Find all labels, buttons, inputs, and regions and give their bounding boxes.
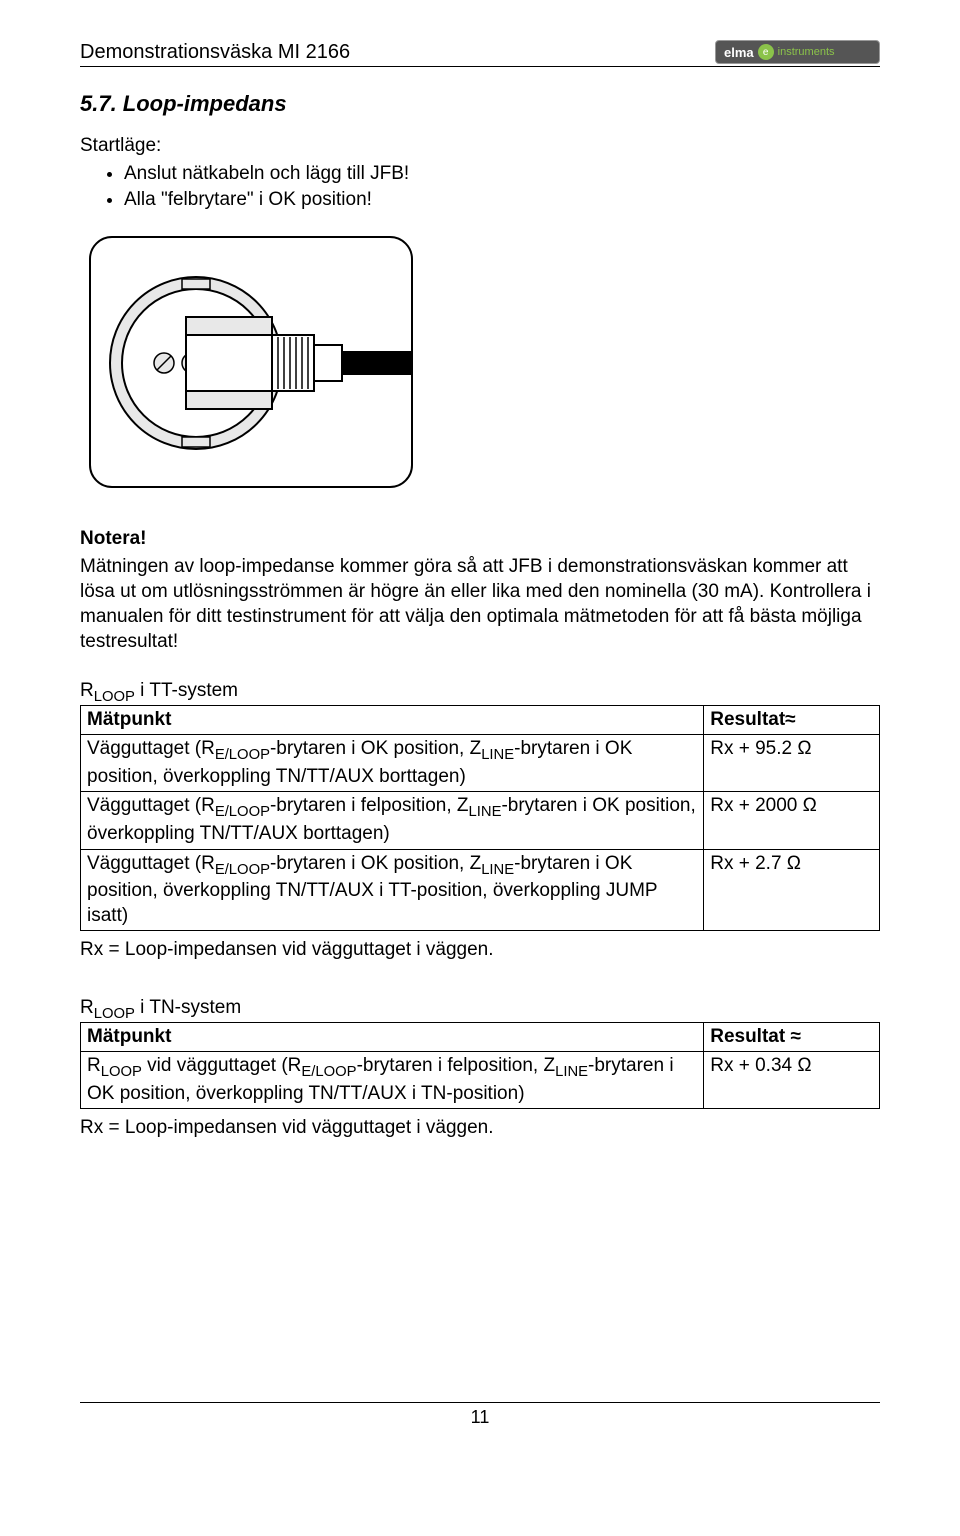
section-heading: 5.7. Loop-impedans	[80, 91, 880, 117]
t1-header-col2: Resultat≈	[704, 706, 880, 735]
logo-icon: e	[758, 44, 774, 60]
page-header: Demonstrationsväska MI 2166 elma e instr…	[80, 40, 880, 67]
table2-footnote: Rx = Loop-impedansen vid vägguttaget i v…	[80, 1117, 880, 1139]
table-row: RLOOP vid vägguttaget (RE/LOOP-brytaren …	[81, 1052, 880, 1109]
list-item: Anslut nätkabeln och lägg till JFB!	[124, 163, 880, 185]
t1-title-suffix: i TT-system	[135, 680, 238, 701]
list-item: Alla "felbrytare" i OK position!	[124, 189, 880, 211]
table1: Mätpunkt Resultat≈ Vägguttaget (RE/LOOP-…	[80, 705, 880, 931]
brand-logo: elma e instruments	[715, 40, 880, 64]
note-title: Notera!	[80, 528, 880, 550]
t1-title-sub: LOOP	[94, 689, 135, 705]
plug-diagram	[86, 233, 880, 498]
note-body: Mätningen av loop-impedanse kommer göra …	[80, 554, 880, 654]
table1-footnote: Rx = Loop-impedansen vid vägguttaget i v…	[80, 939, 880, 961]
table2: Mätpunkt Resultat ≈ RLOOP vid vägguttage…	[80, 1022, 880, 1109]
t2-header-col2: Resultat ≈	[704, 1022, 880, 1051]
header-title: Demonstrationsväska MI 2166	[80, 41, 350, 64]
table-row: Vägguttaget (RE/LOOP-brytaren i felposit…	[81, 792, 880, 849]
t2-title-prefix: R	[80, 997, 94, 1018]
t1-header-col1: Mätpunkt	[81, 706, 704, 735]
t1-title-prefix: R	[80, 680, 94, 701]
t2-title-suffix: i TN-system	[135, 997, 241, 1018]
bullet-list: Anslut nätkabeln och lägg till JFB! Alla…	[80, 163, 880, 211]
logo-sub: instruments	[778, 46, 835, 58]
table-row: Vägguttaget (RE/LOOP-brytaren i OK posit…	[81, 735, 880, 792]
table-row: Vägguttaget (RE/LOOP-brytaren i OK posit…	[81, 849, 880, 930]
t2-header-col1: Mätpunkt	[81, 1022, 704, 1051]
t2-title-sub: LOOP	[94, 1006, 135, 1022]
table2-title: RLOOP i TN-system	[80, 997, 880, 1022]
table1-title: RLOOP i TT-system	[80, 680, 880, 705]
start-label: Startläge:	[80, 135, 880, 157]
page-number: 11	[80, 1402, 880, 1428]
logo-brand: elma	[724, 45, 754, 60]
